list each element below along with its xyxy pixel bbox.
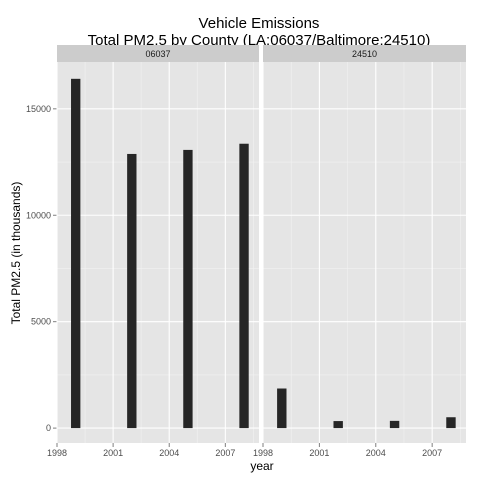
- y-axis: 0 5000 10000 15000: [26, 104, 57, 433]
- x-tick-label: 1998: [253, 448, 273, 458]
- x-tick-label: 2007: [215, 448, 235, 458]
- facet-strip-label: 24510: [352, 49, 377, 59]
- y-tick-label: 15000: [26, 104, 51, 114]
- x-axis-title: year: [250, 459, 273, 473]
- y-tick-label: 10000: [26, 210, 51, 220]
- x-tick-label: 2004: [159, 448, 179, 458]
- facet-strip-label: 06037: [145, 49, 170, 59]
- facet-strip: [263, 45, 466, 62]
- bar-24510-2008: [446, 417, 456, 429]
- y-tick-label: 0: [46, 423, 51, 433]
- y-axis-title: Total PM2.5 (in thousands): [9, 182, 23, 325]
- facet-panel-06037: 06037 1998 2001 2004 2007: [47, 45, 259, 458]
- facet-panels: 06037 1998 2001 2004 2007 24510 1998 2001 2004 20…: [47, 45, 466, 458]
- y-tick-label: 5000: [31, 317, 51, 327]
- facet-panel-24510: 24510 1998 2001 2004 2007: [253, 45, 466, 458]
- x-tick-label: 2001: [103, 448, 123, 458]
- x-tick-label: 1998: [47, 448, 67, 458]
- bar-06037-2008: [239, 143, 249, 429]
- bar-24510-2005: [389, 420, 400, 429]
- bar-24510-1999: [277, 388, 287, 429]
- bar-06037-1999: [71, 78, 81, 429]
- panel-background: [263, 62, 466, 443]
- x-tick-label: 2004: [366, 448, 386, 458]
- bar-06037-2005: [183, 149, 193, 429]
- chart-title-line1: Vehicle Emissions: [199, 15, 320, 32]
- x-tick-label: 2007: [422, 448, 442, 458]
- facet-strip: [57, 45, 259, 62]
- panel-background: [57, 62, 259, 443]
- bar-24510-2002: [333, 421, 343, 429]
- chart-title-line2: Total PM2.5 by County (LA:06037/Baltimor…: [88, 32, 431, 49]
- x-tick-label: 2001: [309, 448, 329, 458]
- bar-06037-2002: [127, 153, 137, 429]
